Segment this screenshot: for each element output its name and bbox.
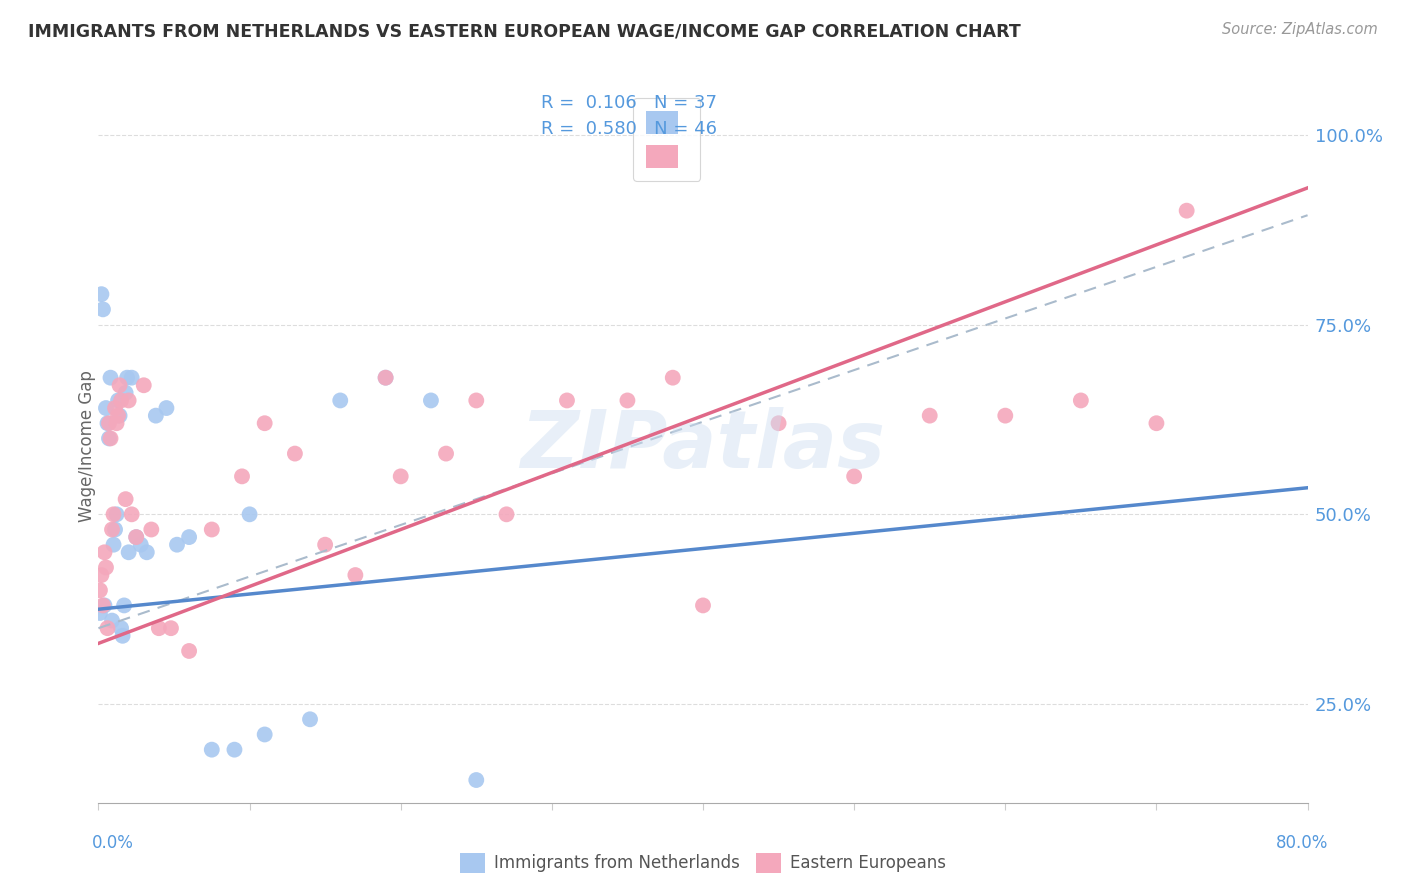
Point	[135, 545, 157, 559]
Point	[103, 538, 125, 552]
Point	[555, 393, 578, 408]
Y-axis label: Wage/Income Gap: Wage/Income Gap	[79, 370, 96, 522]
Point	[1144, 416, 1167, 430]
Point	[239, 508, 262, 522]
Point	[1175, 203, 1198, 218]
Point	[329, 393, 352, 408]
Point	[121, 370, 143, 384]
Point	[141, 523, 163, 537]
Legend: Immigrants from Netherlands, Eastern Europeans: Immigrants from Netherlands, Eastern Eur…	[454, 847, 952, 880]
Point	[201, 742, 224, 756]
Point	[166, 538, 188, 552]
Point	[91, 302, 114, 317]
Point	[129, 538, 152, 552]
Point	[125, 530, 148, 544]
Legend: , : ,	[633, 98, 700, 181]
Point	[465, 772, 488, 787]
Point	[107, 393, 129, 408]
Point	[231, 469, 253, 483]
Point	[465, 393, 488, 408]
Point	[768, 416, 790, 430]
Point	[111, 629, 134, 643]
Point	[93, 545, 115, 559]
Point	[1070, 393, 1092, 408]
Text: IMMIGRANTS FROM NETHERLANDS VS EASTERN EUROPEAN WAGE/INCOME GAP CORRELATION CHAR: IMMIGRANTS FROM NETHERLANDS VS EASTERN E…	[28, 22, 1021, 40]
Point	[101, 523, 124, 537]
Point	[224, 742, 246, 756]
Text: R =  0.106   N = 37: R = 0.106 N = 37	[541, 94, 717, 112]
Point	[105, 416, 128, 430]
Point	[101, 614, 124, 628]
Point	[145, 409, 167, 423]
Point	[121, 508, 143, 522]
Text: R =  0.580   N = 46: R = 0.580 N = 46	[541, 120, 717, 138]
Point	[90, 287, 112, 301]
Point	[179, 530, 201, 544]
Point	[100, 370, 122, 384]
Point	[89, 583, 111, 598]
Point	[96, 416, 118, 430]
Point	[125, 530, 148, 544]
Point	[616, 393, 638, 408]
Text: ZIPatlas: ZIPatlas	[520, 407, 886, 485]
Point	[115, 370, 138, 384]
Point	[179, 644, 201, 658]
Point	[108, 378, 131, 392]
Text: 80.0%: 80.0%	[1277, 834, 1329, 852]
Point	[90, 568, 112, 582]
Point	[104, 523, 127, 537]
Point	[89, 606, 111, 620]
Point	[93, 599, 115, 613]
Point	[98, 416, 121, 430]
Point	[110, 393, 132, 408]
Point	[118, 545, 141, 559]
Point	[110, 621, 132, 635]
Point	[661, 370, 683, 384]
Point	[114, 385, 136, 400]
Point	[94, 401, 117, 415]
Point	[132, 378, 155, 392]
Point	[112, 599, 135, 613]
Point	[103, 508, 125, 522]
Point	[98, 431, 121, 445]
Point	[374, 370, 396, 384]
Point	[344, 568, 367, 582]
Point	[114, 492, 136, 507]
Point	[105, 508, 128, 522]
Point	[253, 416, 276, 430]
Point	[314, 538, 336, 552]
Point	[94, 560, 117, 574]
Point	[420, 393, 443, 408]
Point	[374, 370, 396, 384]
Point	[495, 508, 517, 522]
Point	[107, 409, 129, 423]
Text: Source: ZipAtlas.com: Source: ZipAtlas.com	[1222, 22, 1378, 37]
Point	[692, 599, 714, 613]
Point	[299, 712, 322, 726]
Point	[844, 469, 866, 483]
Point	[201, 523, 224, 537]
Point	[389, 469, 412, 483]
Point	[118, 393, 141, 408]
Point	[104, 401, 127, 415]
Point	[108, 409, 131, 423]
Point	[253, 727, 276, 741]
Point	[160, 621, 183, 635]
Point	[91, 599, 114, 613]
Text: 0.0%: 0.0%	[91, 834, 134, 852]
Point	[148, 621, 170, 635]
Point	[155, 401, 177, 415]
Point	[434, 447, 457, 461]
Point	[100, 431, 122, 445]
Point	[96, 621, 118, 635]
Point	[284, 447, 307, 461]
Point	[918, 409, 941, 423]
Point	[994, 409, 1017, 423]
